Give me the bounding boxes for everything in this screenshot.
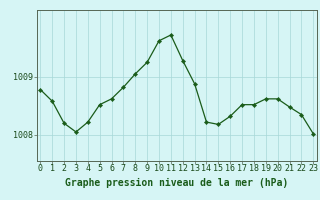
- X-axis label: Graphe pression niveau de la mer (hPa): Graphe pression niveau de la mer (hPa): [65, 178, 288, 188]
